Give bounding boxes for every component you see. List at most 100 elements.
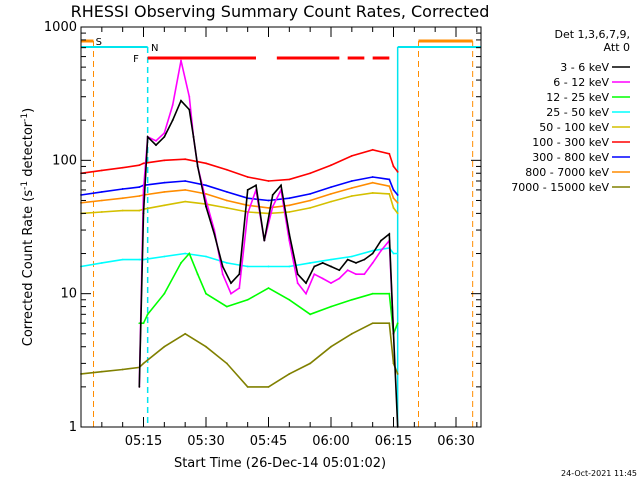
data-point xyxy=(271,194,274,196)
data-point xyxy=(350,298,353,301)
legend-entry-label: 12 - 25 keV xyxy=(546,91,609,104)
data-point xyxy=(205,292,207,295)
legend-entry-label: 25 - 50 keV xyxy=(546,106,609,119)
data-point xyxy=(246,298,249,301)
data-point xyxy=(180,262,182,264)
plot-area: S N F xyxy=(80,37,481,428)
data-point xyxy=(355,262,357,264)
data-point xyxy=(330,282,332,285)
data-point xyxy=(100,199,103,202)
data-point xyxy=(288,178,291,181)
data-point xyxy=(338,277,341,280)
data-point xyxy=(392,332,395,335)
legend-entry-label: 800 - 7000 keV xyxy=(525,166,609,179)
data-point xyxy=(392,189,395,191)
data-point xyxy=(388,292,391,295)
data-point xyxy=(313,273,316,276)
data-point xyxy=(225,362,228,365)
data-point xyxy=(330,258,332,261)
y-tick-label: 1 xyxy=(69,420,77,435)
data-point xyxy=(350,154,353,157)
data-point xyxy=(121,166,124,169)
data-point xyxy=(121,197,124,200)
data-point xyxy=(288,265,291,268)
data-point xyxy=(296,273,299,276)
data-point xyxy=(230,282,232,285)
data-point xyxy=(330,345,332,348)
data-point xyxy=(330,193,332,195)
x-axis-label: Start Time (26-Dec-14 05:01:02) xyxy=(174,456,386,471)
data-point xyxy=(205,205,207,208)
data-point xyxy=(380,249,382,252)
data-point xyxy=(392,206,395,209)
data-point xyxy=(184,158,187,161)
footer-timestamp: 24-Oct-2021 11:45 xyxy=(561,469,637,478)
data-point xyxy=(330,186,332,188)
data-point xyxy=(330,200,332,203)
data-point xyxy=(225,262,228,264)
data-point xyxy=(346,269,349,272)
data-point xyxy=(225,190,228,193)
data-point xyxy=(180,99,182,102)
data-point xyxy=(163,292,166,295)
data-point xyxy=(267,180,270,182)
data-point xyxy=(371,262,374,264)
data-point xyxy=(246,176,249,178)
legend-entry-label: 7000 - 15000 keV xyxy=(511,181,609,194)
data-point xyxy=(192,135,195,138)
series-line xyxy=(80,148,399,182)
data-point xyxy=(313,265,316,268)
data-point xyxy=(350,180,353,182)
x-tick-label: 05:30 xyxy=(187,434,224,449)
series-line xyxy=(80,322,399,388)
data-point xyxy=(371,181,374,184)
y-axis-label: Corrected Count Rate (s-1 detector-1) xyxy=(20,108,36,346)
x-tick-label: 06:00 xyxy=(312,434,349,449)
data-point xyxy=(280,184,282,187)
data-point xyxy=(396,212,399,215)
data-point xyxy=(288,197,291,200)
data-point xyxy=(267,206,270,209)
legend-entry-label: 300 - 800 keV xyxy=(532,151,609,164)
data-point xyxy=(396,373,399,375)
data-point xyxy=(184,252,187,255)
data-point xyxy=(371,292,374,295)
data-point xyxy=(267,287,270,290)
data-point xyxy=(213,233,216,235)
data-point xyxy=(163,255,166,258)
data-point xyxy=(309,199,312,202)
data-point xyxy=(309,193,312,195)
data-point xyxy=(355,273,357,276)
data-point xyxy=(121,188,124,190)
data-point xyxy=(350,255,353,258)
data-point xyxy=(230,292,232,295)
data-point xyxy=(138,209,141,212)
data-point xyxy=(138,186,141,188)
legend-header-2: Att 0 xyxy=(604,41,630,54)
x-tick-label: 05:15 xyxy=(125,434,162,449)
data-point xyxy=(321,262,324,264)
data-point xyxy=(371,191,374,194)
data-point xyxy=(309,262,312,264)
legend-entry-label: 6 - 12 keV xyxy=(553,76,609,89)
data-point xyxy=(196,273,199,276)
data-point xyxy=(371,148,374,151)
data-point xyxy=(163,135,166,138)
data-point xyxy=(100,169,103,172)
data-point xyxy=(163,159,166,162)
data-point xyxy=(146,135,149,138)
data-point xyxy=(396,252,399,255)
data-point xyxy=(163,204,166,207)
data-point xyxy=(142,162,145,165)
data-point xyxy=(371,252,374,255)
x-tick-label: 05:45 xyxy=(250,434,287,449)
data-point xyxy=(371,176,374,178)
data-point xyxy=(138,195,141,197)
x-tick-label: 06:30 xyxy=(437,434,474,449)
data-point xyxy=(330,265,332,268)
data-point xyxy=(138,164,141,167)
plot-frame xyxy=(80,26,482,428)
data-point xyxy=(205,345,207,348)
data-point xyxy=(163,345,166,348)
data-point xyxy=(100,262,103,264)
